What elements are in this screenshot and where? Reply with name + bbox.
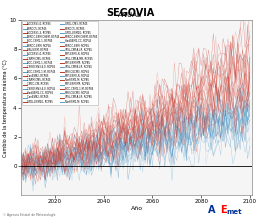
Text: A: A — [208, 205, 216, 215]
Legend: ACCESS1-0, RCP85, MIROC5, RCP45, ACCESS1-3, RCP85, MIROC-ESM-CHEM, RCP45, BCC-CS: ACCESS1-0, RCP85, MIROC5, RCP45, ACCESS1… — [22, 21, 98, 105]
X-axis label: Año: Año — [131, 206, 143, 211]
Y-axis label: Cambio de la temperatura máxima (°C): Cambio de la temperatura máxima (°C) — [3, 59, 8, 157]
Text: ANUAL: ANUAL — [118, 12, 142, 18]
Text: SEGOVIA: SEGOVIA — [106, 8, 154, 18]
Text: met: met — [226, 209, 242, 215]
Text: E: E — [220, 205, 226, 215]
Text: © Agencia Estatal de Meteorología: © Agencia Estatal de Meteorología — [3, 213, 55, 217]
